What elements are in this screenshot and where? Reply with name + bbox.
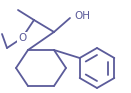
Text: OH: OH bbox=[74, 11, 90, 21]
Text: O: O bbox=[18, 33, 26, 43]
